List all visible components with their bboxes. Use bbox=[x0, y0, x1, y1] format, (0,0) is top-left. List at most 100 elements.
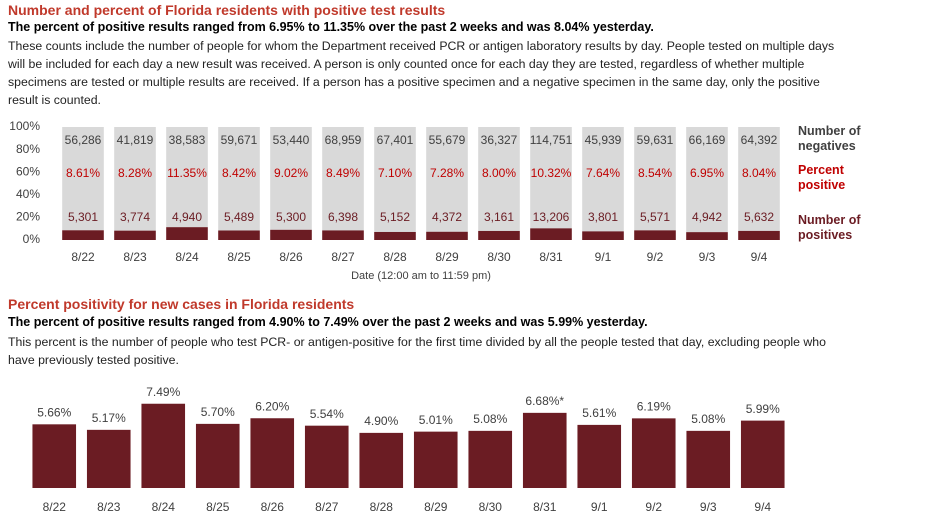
value-label: 7.49% bbox=[146, 385, 180, 399]
value-label: 5,571 bbox=[640, 210, 670, 224]
legend-entry: Number of positives bbox=[798, 213, 861, 242]
value-label: 5,300 bbox=[276, 210, 306, 224]
x-tick-label: 8/31 bbox=[539, 250, 563, 264]
x-tick-label: 9/1 bbox=[595, 250, 612, 264]
value-label: 36,327 bbox=[481, 133, 518, 147]
negative-segment bbox=[166, 127, 208, 228]
value-label: 38,583 bbox=[169, 133, 206, 147]
positive-segment bbox=[530, 228, 572, 240]
value-label: 114,751 bbox=[530, 133, 573, 147]
x-tick-label: 8/24 bbox=[152, 500, 176, 514]
value-label: 5.08% bbox=[473, 412, 507, 426]
value-label: 68,959 bbox=[325, 133, 362, 147]
x-tick-label: 8/22 bbox=[43, 500, 67, 514]
x-tick-label: 8/28 bbox=[370, 500, 394, 514]
bar bbox=[32, 424, 77, 488]
bar bbox=[522, 412, 567, 488]
positive-segment bbox=[582, 231, 624, 240]
positive-segment bbox=[426, 231, 468, 240]
negative-segment bbox=[686, 127, 728, 233]
value-label: 5.01% bbox=[419, 413, 453, 427]
value-label: 5.54% bbox=[310, 407, 344, 421]
value-label: 5.61% bbox=[582, 406, 616, 420]
value-label: 56,286 bbox=[65, 133, 102, 147]
x-tick-label: 8/26 bbox=[279, 250, 303, 264]
value-label: 8.49% bbox=[326, 166, 360, 180]
x-tick-label: 8/29 bbox=[435, 250, 459, 264]
bar bbox=[141, 403, 186, 488]
x-tick-label: 8/25 bbox=[206, 500, 230, 514]
x-tick-label: 8/31 bbox=[533, 500, 557, 514]
legend-entry: Percent positive bbox=[798, 163, 846, 192]
negative-segment bbox=[478, 127, 520, 231]
positive-segment bbox=[738, 230, 780, 240]
positive-segment bbox=[374, 231, 416, 240]
y-tick-label: 40% bbox=[16, 187, 40, 201]
negative-segment bbox=[530, 127, 572, 229]
value-label: 55,679 bbox=[429, 133, 466, 147]
value-label: 8.61% bbox=[66, 166, 100, 180]
bar bbox=[359, 432, 404, 488]
positive-segment bbox=[634, 230, 676, 240]
value-label: 53,440 bbox=[273, 133, 310, 147]
value-label: 66,169 bbox=[689, 133, 726, 147]
x-tick-label: 8/30 bbox=[479, 500, 503, 514]
value-label: 45,939 bbox=[585, 133, 622, 147]
value-label: 11.35% bbox=[167, 166, 207, 180]
value-label: 3,801 bbox=[588, 210, 618, 224]
chart-description: This percent is the number of people who… bbox=[8, 335, 826, 367]
value-label: 5.17% bbox=[92, 411, 126, 425]
value-label: 5,632 bbox=[744, 210, 774, 224]
value-label: 5.70% bbox=[201, 405, 235, 419]
value-label: 64,392 bbox=[741, 133, 778, 147]
value-label: 5.66% bbox=[37, 405, 71, 419]
value-label: 6,398 bbox=[328, 210, 358, 224]
value-label: 4,942 bbox=[692, 210, 722, 224]
value-label: 3,161 bbox=[484, 210, 514, 224]
x-tick-label: 8/25 bbox=[227, 250, 251, 264]
value-label: 7.28% bbox=[430, 166, 464, 180]
value-label: 9.02% bbox=[274, 166, 308, 180]
y-tick-label: 60% bbox=[16, 164, 40, 178]
value-label: 3,774 bbox=[120, 210, 150, 224]
value-label: 8.00% bbox=[482, 166, 516, 180]
x-tick-label: 8/29 bbox=[424, 500, 448, 514]
negative-segment bbox=[374, 127, 416, 232]
chart-title: Percent positivity for new cases in Flor… bbox=[8, 296, 355, 312]
legend-entry: Number of negatives bbox=[798, 124, 861, 153]
bar bbox=[250, 418, 295, 488]
positive-segment bbox=[166, 227, 208, 240]
x-tick-label: 9/2 bbox=[645, 500, 662, 514]
positive-segment bbox=[218, 230, 260, 240]
x-tick-label: 9/3 bbox=[700, 500, 717, 514]
x-tick-label: 8/26 bbox=[261, 500, 285, 514]
negative-segment bbox=[426, 127, 468, 232]
positive-segment bbox=[270, 229, 312, 240]
y-tick-label: 100% bbox=[9, 119, 40, 133]
bar bbox=[686, 430, 731, 488]
bar bbox=[86, 429, 131, 488]
value-label: 6.95% bbox=[690, 166, 724, 180]
positive-segment bbox=[686, 232, 728, 240]
x-tick-label: 8/22 bbox=[71, 250, 95, 264]
value-label: 4,372 bbox=[432, 210, 462, 224]
bar bbox=[468, 430, 513, 488]
negative-segment bbox=[582, 127, 624, 232]
value-label: 8.42% bbox=[222, 166, 256, 180]
x-tick-label: 8/27 bbox=[315, 500, 339, 514]
value-label: 4,940 bbox=[172, 210, 202, 224]
chart-subtitle: The percent of positive results ranged f… bbox=[8, 315, 648, 329]
negative-segment bbox=[738, 127, 780, 231]
bar bbox=[413, 431, 458, 488]
value-label: 6.19% bbox=[637, 400, 671, 414]
value-label: 5,301 bbox=[68, 210, 98, 224]
value-label: 6.20% bbox=[255, 399, 289, 413]
x-tick-label: 8/24 bbox=[175, 250, 199, 264]
x-tick-label: 8/30 bbox=[487, 250, 511, 264]
value-label: 7.10% bbox=[378, 166, 412, 180]
x-tick-label: 9/1 bbox=[591, 500, 608, 514]
value-label: 59,671 bbox=[221, 133, 258, 147]
bar bbox=[195, 423, 240, 488]
positive-segment bbox=[114, 230, 156, 240]
